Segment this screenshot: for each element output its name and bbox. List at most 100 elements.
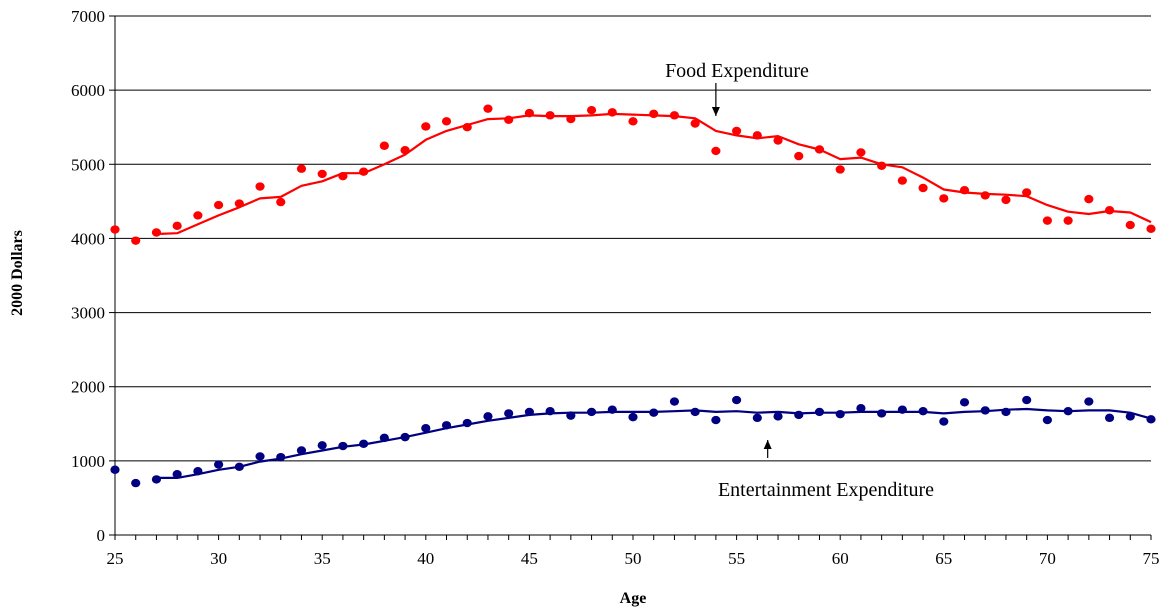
food-data-point (897, 176, 907, 185)
x-tick-label: 35 (314, 549, 331, 568)
food-data-point (690, 119, 700, 128)
entertainment-data-point (504, 409, 514, 418)
tick-labels: 0 1000 2000 3000 4000 5000 6000 7000 25 30 35 40 45 5… (71, 7, 1159, 568)
food-annotation: Food Expenditure (665, 60, 809, 116)
entertainment-data-point (524, 407, 535, 417)
food-series (110, 104, 1156, 245)
food-annotation-label: Food Expenditure (665, 60, 809, 82)
food-data-point (1001, 195, 1011, 205)
entertainment-data-point (483, 412, 493, 421)
x-tick-label: 60 (832, 549, 849, 568)
food-data-point (131, 236, 141, 245)
entertainment-data-point (400, 432, 410, 442)
entertainment-data-point (421, 424, 431, 433)
food-data-point (234, 199, 244, 208)
y-tick-label: 3000 (71, 304, 105, 323)
entertainment-data-point (628, 412, 638, 422)
food-data-point (752, 131, 762, 140)
food-data-point (773, 136, 783, 145)
food-data-point (545, 111, 555, 120)
entertainment-data-point (193, 467, 203, 476)
entertainment-arrow-head (763, 440, 772, 449)
food-data-point (296, 164, 307, 173)
entertainment-data-point (172, 470, 182, 479)
food-data-point (1063, 216, 1073, 225)
entertainment-data-point (566, 411, 576, 420)
food-data-point (317, 169, 327, 179)
food-data-point (939, 194, 949, 203)
entertainment-data-point (690, 407, 700, 417)
entertainment-data-point (669, 397, 680, 406)
entertainment-smoothed-line (156, 407, 1152, 479)
x-tick-label: 50 (625, 549, 642, 568)
y-tick-label: 7000 (71, 7, 105, 26)
food-smoothed-line (156, 112, 1152, 236)
y-axis-title: 2000 Dollars (9, 230, 26, 316)
entertainment-data-point (1125, 412, 1135, 421)
food-data-point (918, 183, 928, 193)
food-data-point (1022, 188, 1032, 197)
entertainment-data-point (1022, 395, 1032, 405)
entertainment-data-point (1104, 413, 1115, 423)
entertainment-data-point (794, 410, 804, 420)
y-tick-label: 0 (97, 526, 106, 545)
entertainment-data-point (276, 452, 286, 462)
entertainment-data-point (462, 418, 472, 428)
food-data-point (462, 123, 472, 132)
entertainment-data-point (255, 452, 265, 461)
entertainment-data-point (379, 433, 389, 443)
food-data-point (524, 108, 535, 118)
entertainment-data-point (151, 475, 162, 484)
entertainment-data-point (234, 462, 244, 471)
food-data-point (814, 145, 825, 154)
entertainment-data-point (856, 404, 866, 413)
x-tick-label: 55 (728, 549, 745, 568)
series-layer (110, 104, 1156, 488)
food-data-point (1042, 216, 1052, 225)
entertainment-data-point (814, 407, 825, 417)
entertainment-data-point (939, 417, 949, 426)
entertainment-data-point (959, 398, 970, 407)
entertainment-data-point (1063, 406, 1073, 416)
food-data-point (980, 191, 990, 200)
entertainment-data-point (131, 478, 141, 488)
food-data-point (649, 109, 659, 119)
entertainment-data-point (1146, 415, 1156, 424)
x-tick-label: 75 (1143, 549, 1159, 568)
food-data-point (110, 225, 120, 234)
entertainment-data-point (110, 465, 120, 474)
gridlines (115, 15, 1151, 462)
entertainment-data-point (752, 413, 762, 423)
food-data-point (1104, 206, 1115, 215)
food-data-point (379, 141, 389, 150)
food-data-point (359, 167, 369, 176)
food-data-point (856, 148, 866, 157)
entertainment-data-point (1084, 397, 1094, 406)
y-tick-label: 2000 (71, 378, 105, 397)
food-data-point (628, 117, 638, 126)
entertainment-annotation: Entertainment Expenditure (718, 440, 934, 501)
entertainment-data-point (711, 415, 721, 425)
entertainment-data-point (835, 409, 845, 419)
entertainment-annotation-label: Entertainment Expenditure (718, 479, 934, 501)
food-data-point (255, 182, 265, 191)
food-data-point (504, 115, 514, 125)
x-axis-title: Age (620, 590, 647, 607)
entertainment-data-point (586, 407, 597, 417)
food-data-point (607, 108, 617, 117)
food-data-point (959, 186, 970, 195)
food-data-point (1125, 220, 1135, 230)
x-tick-label: 70 (1039, 549, 1056, 568)
food-arrow-head (711, 107, 720, 116)
axes (109, 15, 1152, 540)
food-data-point (566, 114, 576, 124)
entertainment-data-point (918, 406, 928, 416)
food-data-point (794, 151, 804, 161)
entertainment-data-point (980, 406, 990, 415)
x-tick-label: 30 (210, 549, 227, 568)
entertainment-data-point (607, 405, 617, 414)
x-tick-label: 65 (935, 549, 952, 568)
entertainment-data-point (359, 439, 369, 449)
entertainment-data-point (545, 406, 555, 416)
